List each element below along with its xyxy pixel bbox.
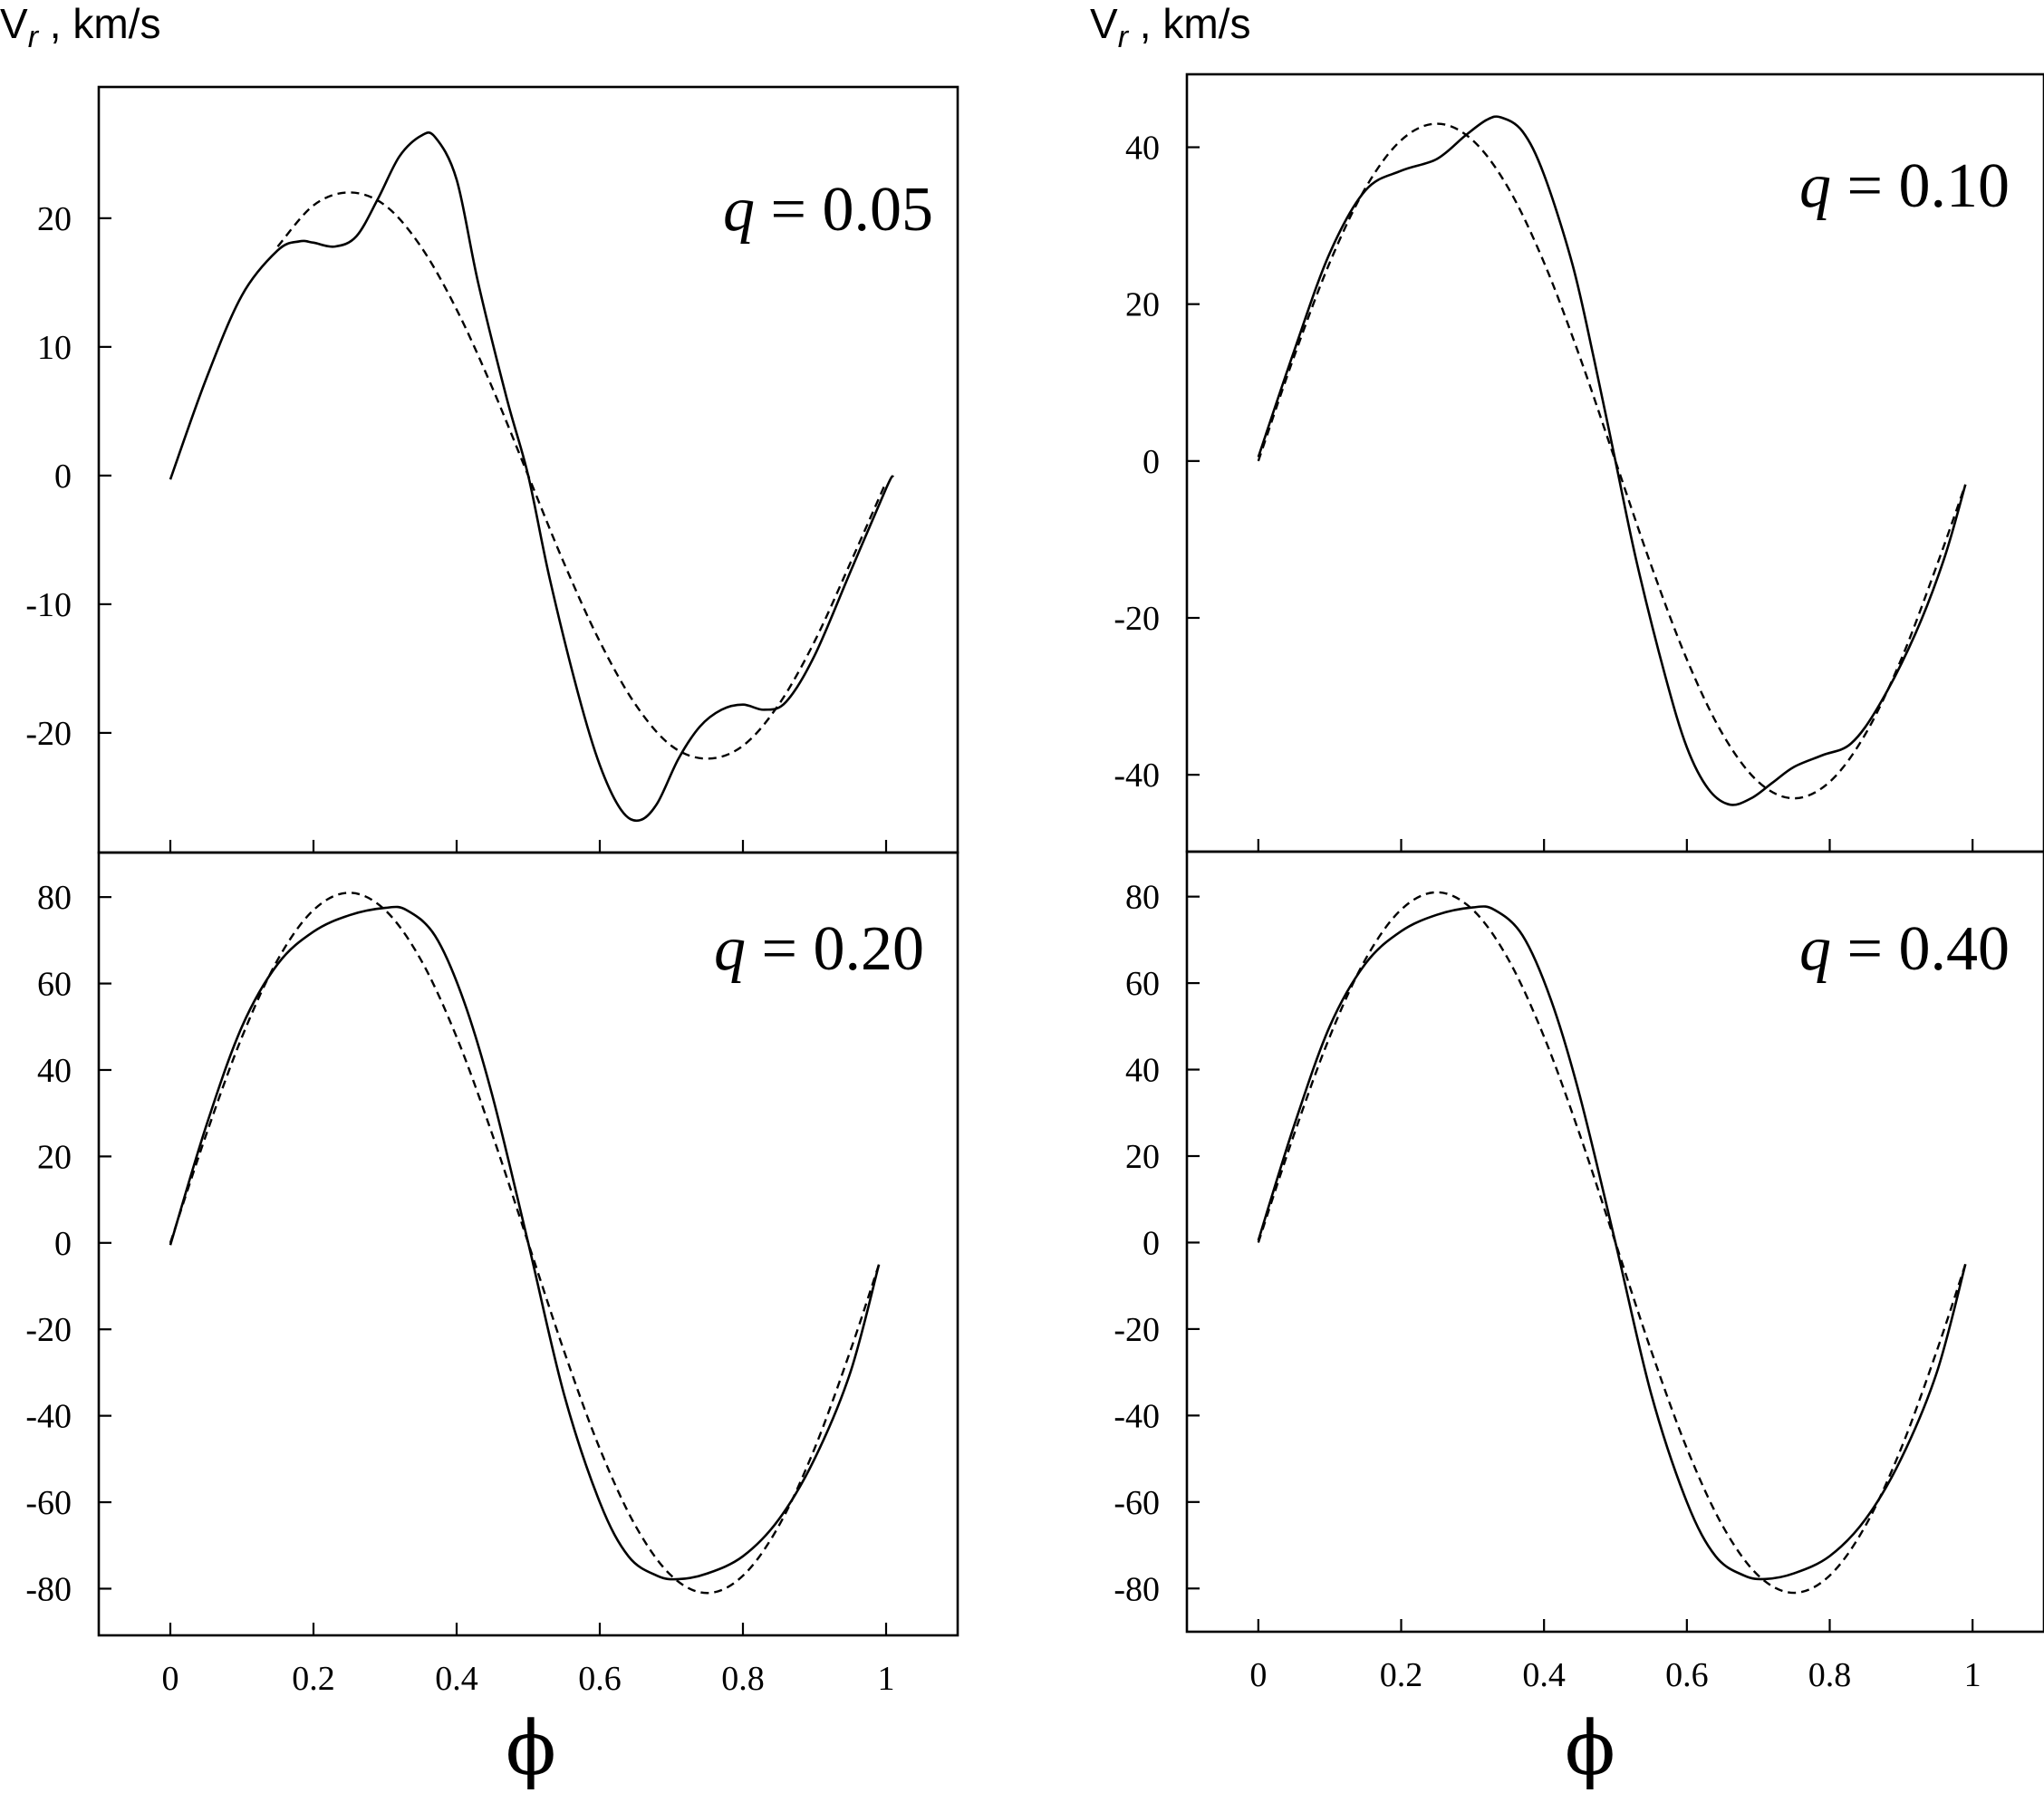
- y-tick-label: 10: [37, 329, 72, 367]
- x-axis-title-left: ϕ: [506, 1706, 556, 1792]
- x-tick-label: 0.4: [1522, 1656, 1566, 1694]
- y-axis-title-main: V: [1090, 0, 1118, 47]
- dashed-series-line: [169, 892, 881, 1595]
- y-tick-label: 80: [37, 879, 72, 917]
- panel-label: q = 0.40: [1799, 914, 2010, 984]
- x-tick-label: 0.2: [292, 1660, 335, 1698]
- plot-frame: [97, 851, 959, 1637]
- y-tick-label: 40: [1125, 130, 1160, 168]
- y-tick-label: 0: [1143, 443, 1160, 481]
- x-tick-label: 0.4: [435, 1660, 478, 1698]
- y-tick-label: 20: [1125, 1138, 1160, 1176]
- y-axis-title-sub: r: [28, 20, 40, 54]
- x-tick-label: 0.8: [1808, 1656, 1852, 1694]
- panel-label-value: = 0.20: [746, 914, 924, 984]
- y-tick-label: 0: [54, 1225, 72, 1263]
- y-tick-label: -40: [1114, 1397, 1160, 1435]
- chart-panel-1: -20 -10 0 10 20 q = 0.05: [25, 85, 959, 854]
- y-tick-label: 40: [37, 1052, 72, 1090]
- solid-series-line: [169, 131, 895, 823]
- dashed-series-line: [1257, 891, 1967, 1595]
- panel-label-variable: q: [714, 914, 746, 984]
- x-tick-label: 1: [878, 1660, 895, 1698]
- solid-series-line: [1257, 115, 1967, 806]
- panel-label-variable: q: [1799, 914, 1831, 984]
- y-tick-label: 40: [1125, 1052, 1160, 1090]
- y-axis-title-sub: r: [1118, 20, 1130, 54]
- y-tick-label: 0: [54, 458, 72, 496]
- y-tick-label: -40: [1114, 757, 1160, 795]
- panel-label-variable: q: [1799, 151, 1831, 221]
- y-tick-label: -20: [1114, 600, 1160, 638]
- y-axis-title-right: Vr , km/s: [1090, 0, 1250, 54]
- y-tick-label: -40: [25, 1398, 72, 1436]
- y-tick-label: 60: [37, 966, 72, 1004]
- y-tick-label: 80: [1125, 879, 1160, 917]
- panel-label-value: = 0.40: [1831, 914, 2010, 984]
- y-axis-title-left: Vr , km/s: [0, 0, 160, 54]
- y-tick-label: 0: [1143, 1224, 1160, 1262]
- x-axis-title-right: ϕ: [1565, 1706, 1615, 1792]
- y-tick-label: -10: [25, 586, 72, 624]
- x-tick-label: 0.6: [1665, 1656, 1709, 1694]
- panel-label-value: = 0.05: [755, 175, 933, 245]
- y-axis-title-unit: , km/s: [1128, 0, 1250, 47]
- chart-panel-3: -80 -60 -40 -20 0 20 40 60 80 0 0.2 0.4 0.6 0.8 1 q = 0…: [25, 851, 959, 1698]
- x-tick-label: 0.8: [721, 1660, 765, 1698]
- panel-label: q = 0.20: [714, 914, 924, 984]
- y-tick-label: -20: [1114, 1311, 1160, 1349]
- y-tick-label: 20: [1125, 286, 1160, 324]
- y-tick-label: 20: [37, 200, 72, 238]
- y-tick-label: -20: [25, 715, 72, 753]
- x-tick-label: 0.6: [578, 1660, 622, 1698]
- y-tick-label: -80: [1114, 1570, 1160, 1608]
- panel-label: q = 0.05: [723, 175, 933, 245]
- y-tick-label: 20: [37, 1138, 72, 1176]
- x-tick-label: 0.2: [1380, 1656, 1423, 1694]
- chart-panel-4: -80 -60 -40 -20 0 20 40 60 80 0 0.2 0.4 0.6 0.8 1 q = 0…: [1114, 850, 2044, 1694]
- y-axis-title-main: V: [0, 0, 28, 47]
- panel-label: q = 0.10: [1799, 151, 2010, 221]
- dashed-series-line: [276, 191, 888, 760]
- y-axis-title-unit: , km/s: [38, 0, 160, 47]
- solid-series-line: [1257, 905, 1967, 1581]
- x-tick-label: 0: [1249, 1656, 1267, 1694]
- solid-series-line: [169, 905, 881, 1581]
- dashed-series-line: [1257, 122, 1967, 800]
- y-tick-label: -20: [25, 1311, 72, 1349]
- y-tick-label: -60: [1114, 1484, 1160, 1522]
- panel-label-value: = 0.10: [1831, 151, 2010, 221]
- y-tick-label: -80: [25, 1570, 72, 1608]
- x-tick-label: 1: [1964, 1656, 1981, 1694]
- panel-label-variable: q: [723, 175, 755, 245]
- y-tick-label: -60: [25, 1484, 72, 1522]
- x-tick-label: 0: [162, 1660, 179, 1698]
- chart-panel-2: -40 -20 0 20 40 q = 0.10: [1114, 72, 2044, 853]
- y-tick-label: 60: [1125, 965, 1160, 1003]
